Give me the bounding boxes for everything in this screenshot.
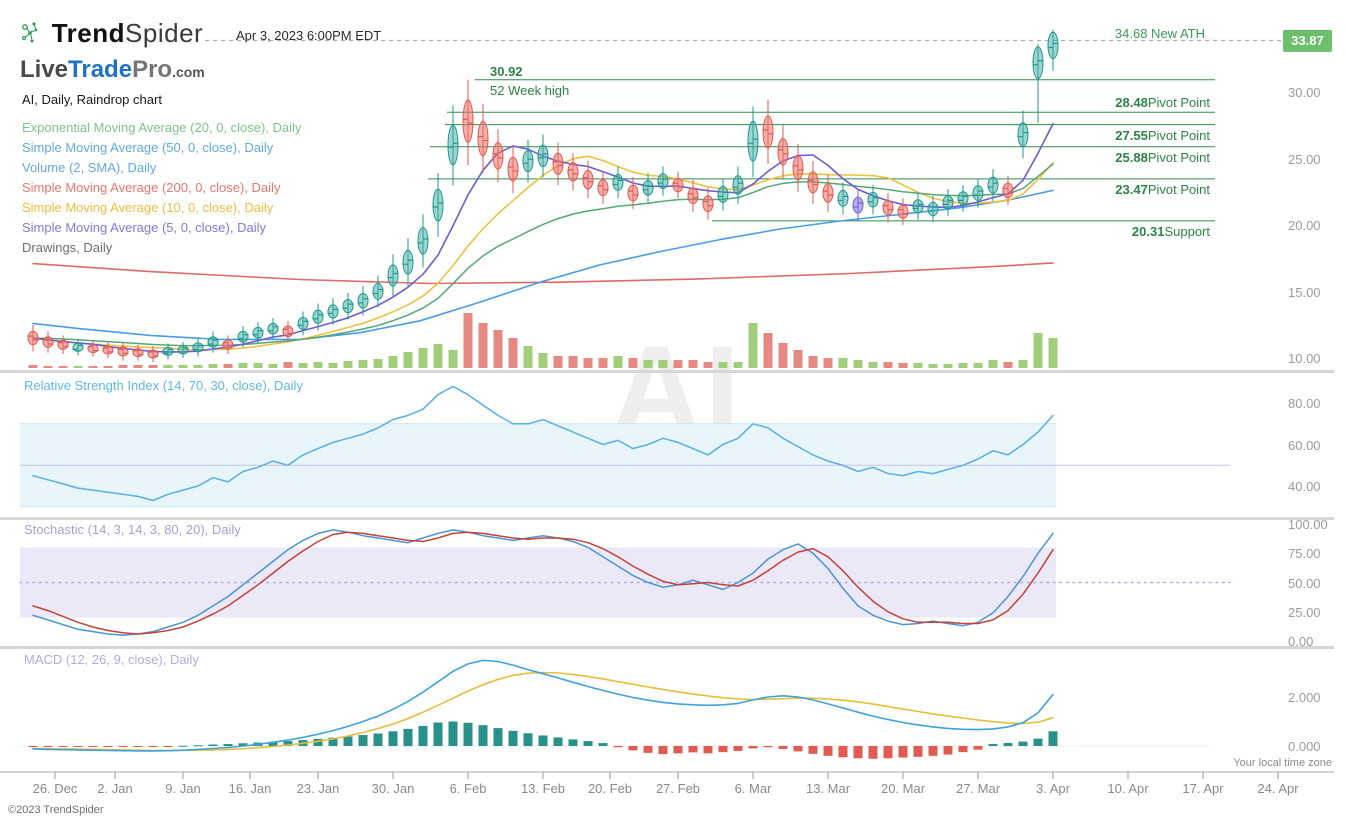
stochastic-axis-tick: 50.00 [1288,575,1321,591]
copyright: ©2023 TrendSpider [8,804,104,816]
stochastic-axis-tick: 100.00 [1288,517,1328,532]
x-axis-label: 16. Jan [228,781,272,796]
x-axis-label: 27. Feb [655,781,701,796]
x-axis-label: 13. Mar [805,781,851,796]
chart-title: AI, Daily, Raindrop chart [22,92,162,107]
macd-axis-tick: 0.000 [1288,739,1321,754]
last-price-badge: 33.87 [1283,30,1332,52]
pivot-annotation: 25.88Pivot Point [1115,149,1210,165]
chart-datetime: Apr 3, 2023 6:00PM EDT [236,28,382,43]
x-axis-label: 6. Mar [734,781,772,796]
x-axis-label: 9. Jan [165,781,201,796]
stochastic-axis-tick: 25.00 [1288,604,1321,620]
price-axis-tick: 25.00 [1288,151,1321,167]
price-axis-tick: 20.00 [1288,218,1321,233]
x-axis-label: 13. Feb [520,781,566,796]
x-axis-label: 10. Apr [1107,781,1149,796]
legend-item[interactable]: Simple Moving Average (5, 0, close), Dai… [22,220,266,235]
x-axis-label: 27. Mar [955,781,1001,796]
rsi-axis-tick: 40.00 [1288,479,1321,494]
stochastic-axis-tick: 75.00 [1288,546,1321,562]
ltp-trade: Trade [68,56,133,83]
trendspider-logo: TrendSpider [20,18,203,49]
timezone-note: Your local time zone [1233,757,1332,769]
price-axis-tick: 10.00 [1288,351,1321,366]
rsi-axis-tick: 60.00 [1288,437,1321,453]
x-axis-label: 20. Feb [587,781,633,796]
legend-item[interactable]: Volume (2, SMA), Daily [22,160,157,175]
x-axis-label: 6. Feb [449,781,487,796]
pivot-annotation: 20.31Support [1131,223,1210,239]
rsi-axis-tick: 80.00 [1288,396,1321,411]
stochastic-axis-tick: 0.00 [1288,634,1314,649]
pivot-annotation: 28.48Pivot Point [1115,95,1210,111]
legend-item[interactable]: Exponential Moving Average (20, 0, close… [22,120,302,135]
legend-item[interactable]: Simple Moving Average (10, 0, close), Da… [22,200,274,215]
indicator-legend: Exponential Moving Average (20, 0, close… [22,118,301,258]
x-axis-label: 26. Dec [32,781,78,796]
price-axis-tick: 30.00 [1288,85,1321,100]
ltp-com: .com [172,64,205,80]
legend-item[interactable]: Simple Moving Average (50, 0, close), Da… [22,140,274,155]
pivot-annotation: 27.55Pivot Point [1115,127,1210,143]
macd-label: MACD (12, 26, 9, close), Daily [24,652,199,667]
livetradepro-logo: LiveTradePro.com [20,56,205,84]
legend-item[interactable]: Drawings, Daily [22,240,113,255]
x-axis-label: 30. Jan [371,781,415,796]
ath-annotation: 34.68 New ATH [1114,26,1205,41]
x-axis-label: 24. Apr [1257,781,1299,796]
ltp-live: Live [20,56,69,83]
high-annotation-value: 30.92 [490,63,523,79]
trendspider-logo-icon [21,22,38,43]
brand-light: Spider [125,18,204,48]
pivot-annotation: 23.47Pivot Point [1115,181,1210,197]
stochastic-label: Stochastic (14, 3, 14, 3, 80, 20), Daily [24,522,241,537]
macd-axis-tick: 2.000 [1288,690,1321,705]
brand-bold: Trend [51,18,126,48]
x-axis-label: 23. Jan [296,781,340,796]
rsi-label: Relative Strength Index (14, 70, 30, clo… [24,378,303,393]
legend-item[interactable]: Simple Moving Average (200, 0, close), D… [22,180,281,195]
x-axis-label: 17. Apr [1182,781,1224,796]
ltp-pro: Pro [132,56,173,83]
high-annotation-label: 52 Week high [490,82,570,98]
x-axis-label: 20. Mar [880,781,926,796]
x-axis-label: 2. Jan [97,781,133,796]
price-axis-tick: 15.00 [1288,284,1321,300]
x-axis-label: 3. Apr [1036,781,1070,796]
